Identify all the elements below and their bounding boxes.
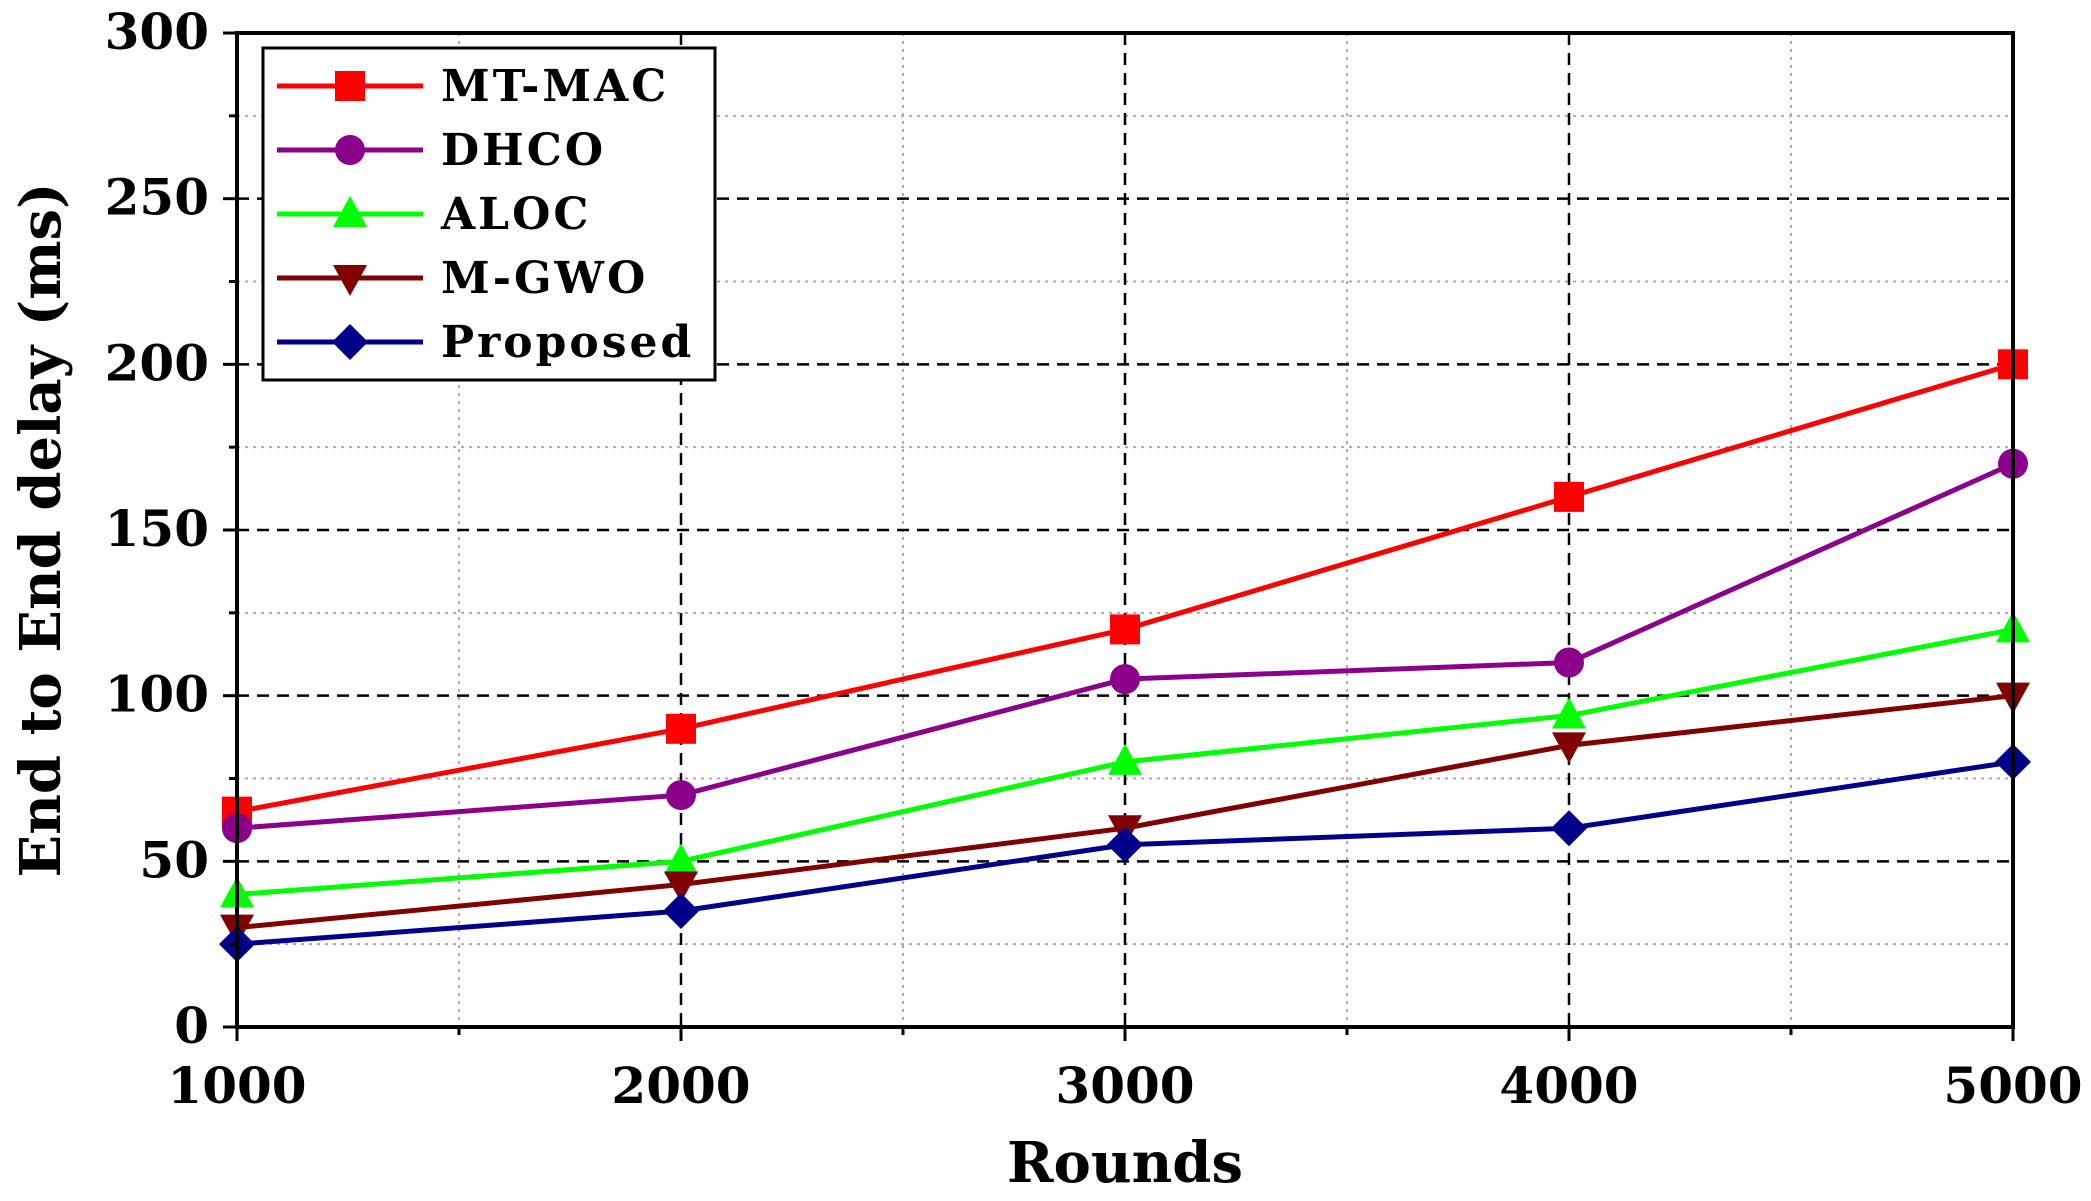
y-axis-title: End to End delay (ms) bbox=[8, 183, 74, 878]
legend-marker bbox=[335, 135, 365, 165]
legend-marker bbox=[332, 324, 368, 360]
data-point bbox=[1110, 664, 1140, 695]
legend-entry: DHCO bbox=[277, 125, 606, 176]
data-point bbox=[1554, 647, 1584, 678]
legend-marker bbox=[335, 71, 365, 101]
data-point bbox=[1554, 481, 1584, 512]
series-lines bbox=[219, 349, 2031, 963]
x-tick-label: 4000 bbox=[1499, 1056, 1638, 1115]
data-point bbox=[664, 843, 698, 875]
legend-entry: MT-MAC bbox=[277, 61, 669, 112]
x-tick-label: 2000 bbox=[611, 1056, 750, 1115]
data-point bbox=[666, 780, 696, 811]
legend-label: MT-MAC bbox=[441, 61, 669, 112]
legend-entry: ALOC bbox=[277, 189, 591, 240]
legend-entry: M-GWO bbox=[277, 253, 648, 304]
data-point bbox=[1107, 826, 1143, 863]
y-tick-label: 250 bbox=[105, 168, 209, 227]
y-tick-label: 0 bbox=[174, 996, 209, 1055]
y-tick-label: 300 bbox=[105, 2, 209, 61]
series-proposed bbox=[219, 743, 2031, 963]
legend-label: ALOC bbox=[440, 189, 591, 240]
data-point bbox=[664, 871, 698, 903]
data-point bbox=[1552, 697, 1586, 729]
data-point bbox=[1552, 732, 1586, 764]
legend-marker bbox=[333, 196, 367, 227]
legend-label: Proposed bbox=[441, 317, 694, 368]
legend-marker bbox=[333, 265, 367, 296]
data-point bbox=[663, 893, 699, 930]
legend-label: DHCO bbox=[441, 125, 606, 176]
y-tick-label: 200 bbox=[105, 333, 209, 392]
y-tick-label: 150 bbox=[105, 499, 209, 558]
legend: MT-MAC DHCO ALOC M-GWO Proposed bbox=[261, 46, 717, 382]
data-point bbox=[1108, 743, 1142, 775]
series-mt-mac bbox=[222, 349, 2028, 827]
legend-label: M-GWO bbox=[441, 253, 648, 304]
x-tick-label: 5000 bbox=[1943, 1056, 2082, 1115]
axis-ticks: 0 50 100 150 200 250 300 1000 2000 3000 4000 5000 bbox=[105, 2, 2083, 1115]
y-tick-label: 100 bbox=[105, 665, 209, 724]
series-line bbox=[236, 693, 2014, 931]
x-tick-label: 3000 bbox=[1055, 1056, 1194, 1115]
x-axis-title: Rounds bbox=[1007, 1130, 1243, 1196]
x-tick-label: 1000 bbox=[167, 1056, 306, 1115]
y-tick-label: 50 bbox=[139, 830, 209, 889]
data-point bbox=[666, 713, 696, 744]
data-point bbox=[1110, 614, 1140, 645]
legend-entry: Proposed bbox=[277, 317, 694, 368]
data-point bbox=[1551, 810, 1587, 847]
